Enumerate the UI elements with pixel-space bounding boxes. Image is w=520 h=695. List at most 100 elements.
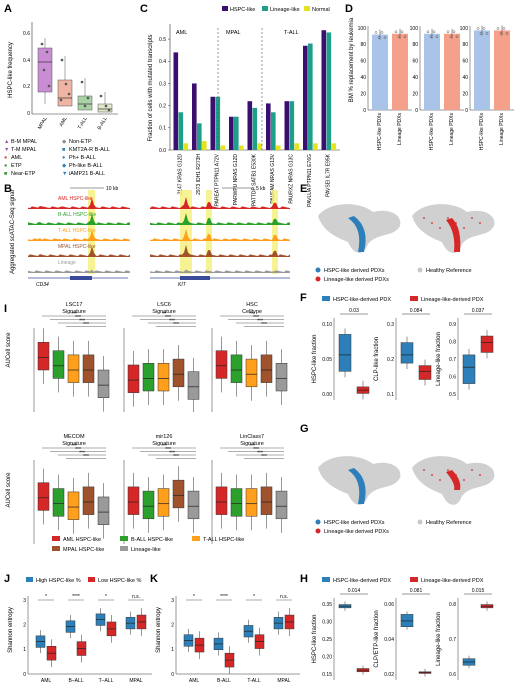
panel-d-xtick: Lineage PDXs bbox=[449, 113, 455, 145]
panel-i-ylabel: AUCell score bbox=[6, 472, 12, 508]
legend-marker: ■ bbox=[62, 147, 65, 153]
panel-i-title: mir126 bbox=[156, 434, 173, 440]
panel-e-legend-label: HSPC-like derived PDXs bbox=[324, 268, 385, 274]
panel-g-legend-swatch bbox=[315, 519, 321, 525]
panel-b-ylabel: Aggregated scATAC-Seq signal bbox=[10, 190, 16, 274]
panel-d-ytick: 0 bbox=[363, 108, 366, 114]
panel-f-ylabel: Lineage-like fraction bbox=[436, 332, 442, 386]
panel-i-box bbox=[52, 350, 65, 379]
panel-g-umaps bbox=[318, 456, 495, 505]
panel-d-ytick: 100 bbox=[460, 26, 469, 32]
legend-label: Near-ETP bbox=[11, 171, 36, 177]
panel-h-ytick: 0.20 bbox=[322, 654, 332, 660]
panel-h-ytick: 0.06 bbox=[384, 602, 394, 608]
panel-i-sig: *** bbox=[71, 312, 77, 318]
legend-label: Non-ETP bbox=[69, 139, 92, 145]
panel-c-ytick: 0.4 bbox=[159, 59, 166, 65]
panel-i-sig: *** bbox=[169, 319, 175, 325]
panel-d-point bbox=[403, 35, 407, 39]
panel-e-legend-swatch bbox=[315, 267, 321, 273]
panel-c-bar bbox=[294, 143, 300, 150]
umap-lineage-point bbox=[479, 474, 481, 476]
panel-d-point bbox=[432, 30, 436, 34]
panel-a-ytick: 0.4 bbox=[23, 58, 30, 64]
panel-d-point bbox=[449, 35, 453, 39]
panel-h-pvalue: 0.015 bbox=[472, 588, 485, 594]
panel-i-box bbox=[157, 488, 170, 517]
panel-i-sig: *** bbox=[173, 454, 179, 460]
legend-label: ETP bbox=[11, 163, 22, 169]
panel-d-bar bbox=[474, 30, 490, 110]
panel-c-bar bbox=[215, 96, 221, 150]
panel-f-legend-label: Lineage-like-derived PDX bbox=[421, 297, 484, 303]
panel-c-bar bbox=[308, 43, 313, 151]
panel-c-bar bbox=[239, 145, 244, 150]
legend-swatch bbox=[52, 546, 60, 551]
panel-c-ytick: 0.1 bbox=[159, 126, 166, 132]
panel-b-highlight bbox=[272, 190, 278, 274]
panel-c-xlabels: 2147 KRAS G12D 2973 IDH1 R273H PAREAT PTPN… bbox=[178, 153, 332, 206]
panel-b-gene: CD34 bbox=[36, 282, 49, 288]
panel-d-point bbox=[374, 31, 378, 34]
panel-c-xtick: PAUFAM NRAS G13V bbox=[270, 153, 276, 203]
panel-h-ylabel: CLP/ETP-like fraction bbox=[374, 610, 380, 667]
panel-b-track-signal bbox=[150, 245, 290, 257]
panel-c-letter: C bbox=[140, 3, 148, 15]
panel-c-xtick: 2147 KRAS G12D bbox=[178, 154, 184, 195]
panel-i-box bbox=[245, 358, 258, 388]
legend-marker: ▼ bbox=[62, 171, 67, 177]
umap-lineage-point bbox=[423, 469, 425, 471]
panel-h-ytick: 0.15 bbox=[322, 672, 332, 678]
panel-f-legend-label: HSPC-like-derived PDX bbox=[333, 297, 391, 303]
panel-i-box bbox=[215, 486, 228, 515]
panel-i-sig: *** bbox=[173, 322, 179, 328]
panel-j-xtick: T–ALL bbox=[99, 678, 114, 684]
panel-i-legend: AML HSPC-like B-ALL HSPC-like T-ALL HSPC… bbox=[52, 536, 244, 553]
panel-d-xtick: HSPC-like PDXs bbox=[479, 113, 485, 151]
panel-f-box bbox=[462, 354, 476, 384]
panel-b-tracks: AML HSPC-like B-ALL HSPC-like T-ALL HSPC-l… bbox=[28, 196, 290, 273]
panel-a-box-tall bbox=[77, 95, 93, 111]
panel-c-legend-label: Normal bbox=[312, 7, 330, 13]
panel-c-bar bbox=[266, 103, 271, 150]
panel-h-pvalue: 0.014 bbox=[348, 588, 361, 594]
panel-d-point bbox=[383, 36, 387, 39]
legend-label: KMT2A-R B-ALL bbox=[69, 147, 110, 153]
panel-i-subtitle: Signature bbox=[240, 441, 264, 447]
panel-k-xtick: MPAL bbox=[277, 678, 290, 684]
panel-c-xtick: PARWPU NRAS G12D bbox=[233, 154, 239, 206]
legend-label: Ph-like B-ALL bbox=[69, 163, 103, 169]
panel-j-sig: * bbox=[105, 594, 107, 600]
panel-k-plot: 3 2 1 0 AML * B-ALL **** T-ALL * MPAL n.s. bbox=[171, 594, 300, 684]
panel-i-box bbox=[230, 488, 243, 517]
panel-f-ylabel: CLP-like fraction bbox=[374, 337, 380, 381]
panel-d-ytick: 0 bbox=[415, 108, 418, 114]
panel-g: G HSPC-like derived PDXs Healthy Referen… bbox=[300, 423, 495, 535]
umap-lineage-point bbox=[479, 222, 481, 224]
legend-label: T-M MPAL bbox=[11, 147, 37, 153]
panel-i-sig: *** bbox=[75, 315, 81, 321]
panel-i-sig: *** bbox=[75, 447, 81, 453]
panel-b-scale-label: 5 kb bbox=[256, 186, 266, 192]
legend-label: AML HSPC-like bbox=[63, 537, 101, 543]
panel-d-point bbox=[380, 31, 384, 34]
panel-c-group: T-ALL bbox=[284, 30, 299, 36]
panel-d-ytick: 80 bbox=[412, 42, 418, 48]
panel-d-point bbox=[435, 35, 439, 39]
panel-d-point bbox=[505, 32, 509, 35]
panel-d-point bbox=[429, 35, 433, 39]
panel-i-sig: *** bbox=[249, 444, 255, 450]
panel-j-xtick: B–ALL bbox=[68, 678, 83, 684]
panel-c-bar bbox=[229, 116, 234, 150]
panel-f-ytick: 0.00 bbox=[322, 392, 332, 398]
panel-f-pvalue: 0.03 bbox=[349, 308, 359, 314]
legend-marker: ◆ bbox=[62, 163, 67, 169]
panel-c-legend-swatch bbox=[304, 6, 310, 11]
panel-d-ytick: 20 bbox=[360, 91, 366, 97]
panel-k-ytick: 3 bbox=[171, 598, 174, 604]
panel-k-xtick: AML bbox=[189, 678, 200, 684]
panel-c-xtick: 2973 IDH1 R273H bbox=[196, 154, 202, 195]
umap-lineage-point bbox=[471, 217, 473, 219]
panel-j-sig: * bbox=[45, 594, 47, 600]
panel-i-box bbox=[127, 364, 140, 393]
